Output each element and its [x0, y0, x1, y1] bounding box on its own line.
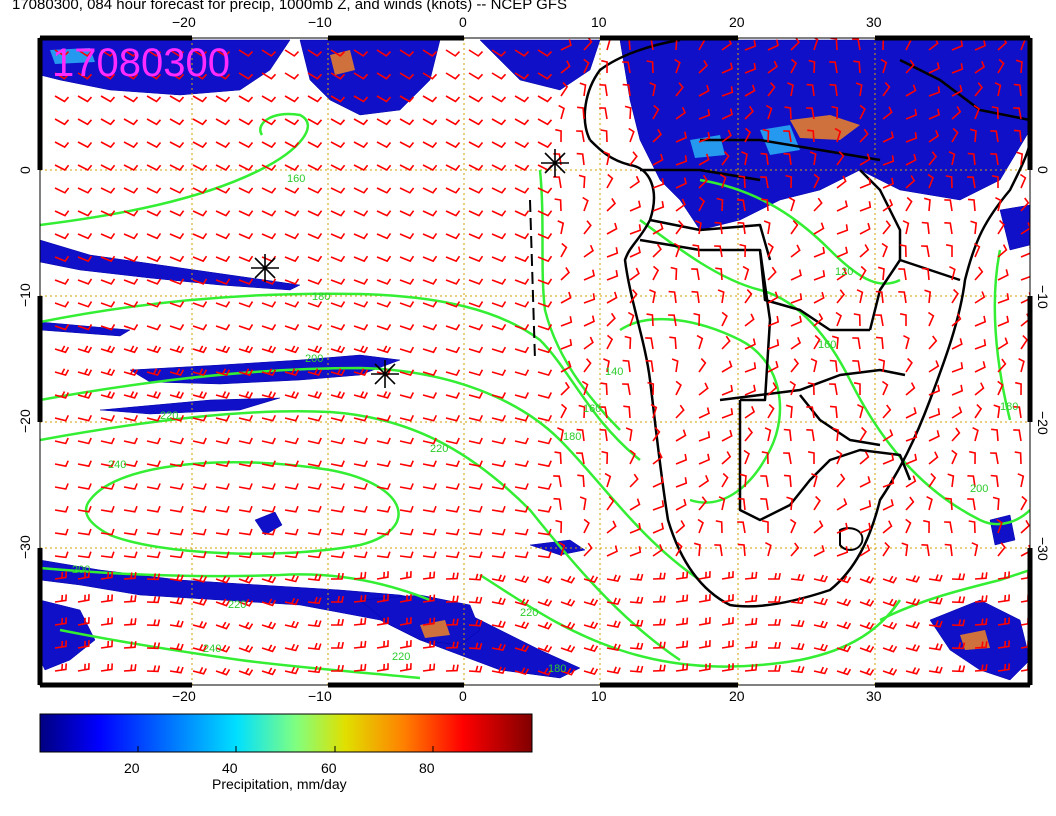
- left-lat-tick: −20: [17, 409, 33, 433]
- contour-label: 220: [520, 607, 538, 619]
- contour-label: 200: [72, 564, 90, 576]
- contour-label: 240: [203, 643, 221, 655]
- height-contours: [40, 112, 1030, 680]
- bottom-lon-tick: −10: [308, 688, 332, 704]
- top-lon-tick: −10: [308, 14, 332, 30]
- lat-lon-grid: [40, 38, 1030, 685]
- colorbar-label: Precipitation, mm/day: [212, 776, 347, 792]
- contour-label: 220: [160, 410, 178, 422]
- right-lat-tick: 0: [1035, 166, 1051, 174]
- contour-label: 140: [605, 366, 623, 378]
- wind-barbs: [54, 38, 1030, 676]
- bottom-lon-tick: 10: [591, 688, 607, 704]
- contour-label: 180: [1000, 401, 1018, 413]
- right-latitude-ticks: 0 −10 −20 −30: [1035, 166, 1051, 561]
- contour-label: 220: [430, 443, 448, 455]
- contour-label: 180: [563, 431, 581, 443]
- top-longitude-ticks: −20 −10 0 10 20 30: [172, 14, 882, 30]
- contour-label: 240: [108, 459, 126, 471]
- top-lon-tick: −20: [172, 14, 196, 30]
- top-lon-tick: 10: [591, 14, 607, 30]
- bottom-lon-tick: −20: [172, 688, 196, 704]
- top-lon-tick: 20: [729, 14, 745, 30]
- contour-label: 220: [392, 651, 410, 663]
- top-lon-tick: 30: [866, 14, 882, 30]
- left-lat-tick: −10: [17, 283, 33, 307]
- contour-labels: 160 180 200 220 240 120 140 160 180 220 …: [72, 173, 1018, 675]
- right-lat-tick: −20: [1035, 411, 1051, 435]
- colorbar-tick-label: 20: [124, 760, 140, 776]
- bottom-lon-tick: 30: [866, 688, 882, 704]
- contour-label: 120: [835, 266, 853, 278]
- pressure-center-markers: [251, 149, 569, 388]
- contour-label: 160: [583, 403, 601, 415]
- colorbar-tick-label: 60: [321, 760, 337, 776]
- bottom-lon-tick: 20: [729, 688, 745, 704]
- contour-label: 180: [312, 291, 330, 303]
- contour-label: 200: [970, 483, 988, 495]
- edge-tick-bars: [37, 35, 1033, 688]
- map-title: 17080300, 084 hour forecast for precip, …: [12, 0, 567, 13]
- contour-label: 160: [818, 339, 836, 351]
- colorbar-tick-label: 80: [419, 760, 435, 776]
- right-lat-tick: −10: [1035, 285, 1051, 309]
- left-lat-tick: 0: [17, 166, 33, 174]
- contour-label: 220: [228, 599, 246, 611]
- contour-label: 180: [548, 663, 566, 675]
- left-lat-tick: −30: [17, 535, 33, 559]
- top-lon-tick: 0: [459, 14, 467, 30]
- left-latitude-ticks: 0 −10 −20 −30: [17, 166, 33, 559]
- colorbar-tick-label: 40: [222, 760, 238, 776]
- date-stamp: 17080300: [52, 41, 230, 85]
- bottom-longitude-ticks: −20 −10 0 10 20 30: [172, 688, 882, 704]
- bottom-lon-tick: 0: [459, 688, 467, 704]
- contour-label: 200: [305, 353, 323, 365]
- right-lat-tick: −30: [1035, 537, 1051, 561]
- colorbar-ticks: [137, 746, 434, 752]
- contour-label: 160: [287, 173, 305, 185]
- precip-colorbar: [39, 713, 533, 753]
